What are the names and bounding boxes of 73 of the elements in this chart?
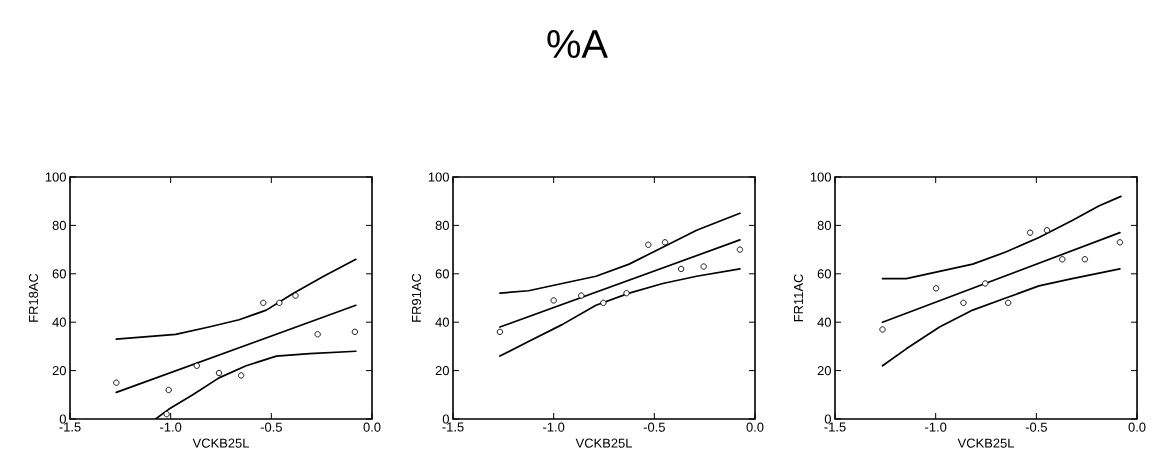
y-tick-label: 0	[824, 414, 831, 424]
x-tick-label: -0.5	[1025, 422, 1047, 432]
y-tick-label: 20	[52, 366, 66, 376]
point	[496, 328, 504, 336]
y-axis-title: FR18AC	[28, 273, 39, 322]
point	[661, 239, 669, 246]
x-tick-label: -1.0	[543, 422, 565, 432]
x-axis-title: VCKB25L	[957, 438, 1015, 448]
line-series	[881, 268, 1121, 367]
y-axis-title: FR11AC	[793, 274, 804, 322]
point	[314, 331, 321, 338]
y-tick-label: 80	[817, 220, 831, 230]
x-tick-label: -1.5	[824, 422, 846, 432]
y-tick-label: 60	[435, 269, 449, 279]
point	[163, 411, 170, 418]
point	[165, 386, 172, 394]
x-tick-label: -0.5	[643, 422, 665, 432]
y-tick-label: 20	[435, 366, 449, 376]
point	[600, 299, 607, 306]
y-tick-label: 100	[810, 172, 831, 182]
point	[1081, 256, 1089, 263]
x-axis-title: VCKB25L	[575, 438, 633, 448]
point	[677, 265, 685, 273]
x-axis-title: VCKB25L	[192, 438, 250, 448]
x-tick-label: -1.0	[160, 422, 182, 432]
point	[1005, 299, 1012, 306]
y-tick-label: 80	[435, 220, 449, 230]
x-tick-label: -0.5	[260, 422, 282, 432]
point	[260, 299, 267, 306]
point	[292, 292, 299, 299]
y-tick-label: 60	[817, 269, 831, 279]
point	[237, 372, 245, 379]
y-tick-label: 80	[52, 220, 66, 230]
line-series	[499, 268, 741, 357]
y-tick-label: 40	[817, 317, 831, 327]
point	[1116, 239, 1124, 246]
point	[215, 369, 223, 377]
y-tick-label: 100	[45, 172, 66, 182]
point	[550, 297, 557, 304]
line-series	[881, 195, 1122, 280]
point	[276, 299, 283, 306]
y-tick-label: 20	[817, 366, 831, 376]
line-series	[499, 212, 741, 295]
chart-title: %A	[547, 30, 608, 58]
x-tick-label: -1.5	[442, 422, 464, 432]
y-tick-label: 0	[442, 414, 449, 424]
point	[960, 299, 967, 306]
point	[1026, 229, 1034, 236]
line-series	[115, 258, 357, 340]
x-tick-label: 0.0	[1128, 422, 1146, 432]
point	[932, 285, 940, 292]
point	[736, 246, 744, 253]
point	[113, 379, 120, 386]
x-tick-label: 0.0	[363, 422, 381, 432]
y-tick-label: 40	[52, 317, 66, 327]
x-tick-label: -1.5	[59, 422, 81, 432]
point	[982, 280, 989, 287]
point	[193, 362, 200, 369]
point	[1043, 227, 1051, 234]
point	[578, 292, 585, 299]
point	[645, 241, 652, 248]
point	[700, 263, 707, 270]
y-tick-label: 60	[52, 269, 66, 279]
x-tick-label: -1.0	[925, 422, 947, 432]
point	[623, 290, 630, 297]
point	[351, 328, 359, 336]
y-tick-label: 40	[435, 317, 449, 327]
point	[879, 326, 886, 333]
y-tick-label: 100	[428, 172, 449, 182]
x-tick-label: 0.0	[746, 422, 764, 432]
y-axis-title: FR91AC	[411, 273, 422, 322]
y-tick-label: 0	[59, 414, 66, 424]
point	[1059, 256, 1066, 263]
